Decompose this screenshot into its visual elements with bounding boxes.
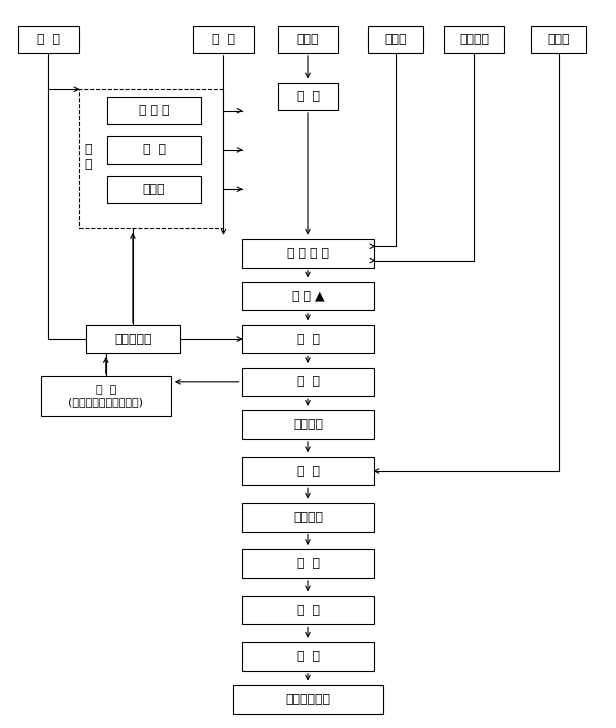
Text: 纯化水: 纯化水	[143, 183, 165, 196]
Text: 纯化水: 纯化水	[547, 33, 570, 46]
Bar	[241, 550, 375, 578]
Text: 环氧丙烷: 环氧丙烷	[459, 33, 489, 46]
Text: 一次离心: 一次离心	[293, 418, 323, 431]
Text: 洗  涤: 洗 涤	[296, 464, 320, 478]
Bar	[233, 685, 383, 713]
Bar	[107, 97, 201, 124]
Bar	[241, 596, 375, 625]
Bar	[193, 25, 254, 53]
Bar	[241, 325, 375, 353]
Bar	[107, 136, 201, 164]
Text: 粉  碎: 粉 碎	[296, 90, 320, 103]
Text: 异 丙 醇: 异 丙 醇	[139, 104, 169, 117]
Text: 中  和: 中 和	[296, 333, 320, 346]
Text: 二次离心: 二次离心	[293, 511, 323, 524]
Text: 片  碱: 片 碱	[212, 33, 235, 46]
Text: 甲  苯: 甲 苯	[142, 143, 166, 157]
Bar	[368, 25, 423, 53]
Text: 配
料: 配 料	[84, 143, 91, 171]
Text: 混 合 搅 拌: 混 合 搅 拌	[287, 247, 329, 260]
Bar	[241, 503, 375, 531]
Bar	[241, 239, 375, 268]
Bar	[278, 25, 338, 53]
Bar	[86, 325, 180, 352]
Text: 粉  碎: 粉 碎	[296, 604, 320, 617]
Text: 包  装: 包 装	[296, 650, 320, 663]
Bar	[444, 25, 505, 53]
Bar	[79, 90, 224, 229]
Text: 干  燥: 干 燥	[296, 557, 320, 570]
Bar	[241, 282, 375, 310]
Bar	[41, 376, 171, 416]
Text: 脱  溶: 脱 溶	[296, 376, 320, 388]
Text: 氯甲烷: 氯甲烷	[384, 33, 407, 46]
Bar	[241, 368, 375, 396]
Bar	[241, 411, 375, 439]
Text: 精制棉: 精制棉	[297, 33, 319, 46]
Bar	[107, 175, 201, 203]
Bar	[241, 456, 375, 486]
Text: 羟丙甲纤维素: 羟丙甲纤维素	[285, 693, 331, 706]
Bar	[278, 83, 338, 110]
Text: 反 应 ▲: 反 应 ▲	[292, 290, 324, 303]
Bar	[532, 25, 586, 53]
Bar	[18, 25, 79, 53]
Bar	[241, 642, 375, 670]
Text: 冷却器回收: 冷却器回收	[114, 333, 152, 346]
Text: 溶  剂
(异丙醇、甲苯、纯化水): 溶 剂 (异丙醇、甲苯、纯化水)	[68, 385, 144, 407]
Text: 醋  酸: 醋 酸	[37, 33, 60, 46]
